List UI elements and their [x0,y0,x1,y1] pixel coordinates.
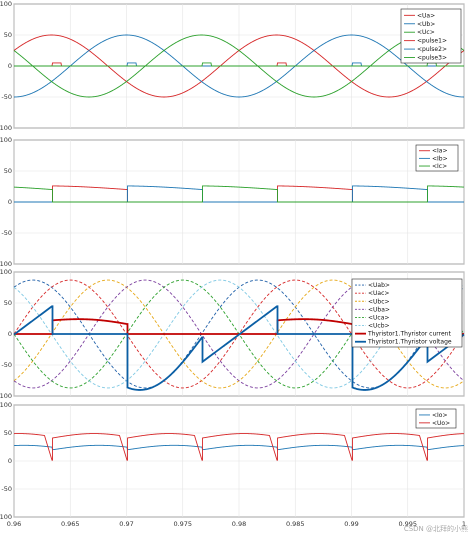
legend-label: <Ub> [417,21,435,28]
x-tick-label: 0.965 [61,520,80,528]
y-tick-label: 50 [4,429,12,437]
x-tick-label: 1 [462,520,466,528]
y-tick-label: -100 [0,513,12,521]
y-tick-label: 50 [4,299,12,307]
legend-label: <Uab> [368,282,390,289]
legend-label: Thyristor1.Thyristor current [367,331,451,338]
legend: <Ia><Ib><Ic> [415,144,459,172]
legend-label: <Ib> [432,155,448,162]
y-tick-label: -100 [0,392,12,400]
legend-label: Thyristor1.Thyristor voltage [367,339,452,346]
y-tick-label: 100 [0,0,12,8]
series-line [13,433,465,461]
series-line [13,305,465,391]
legend-label: <Ucb> [368,323,390,330]
series-line [13,185,465,203]
legend-label: <Uac> [368,290,389,297]
x-tick-label: 0.995 [398,520,417,528]
y-tick-label: -50 [1,361,12,369]
scope-3: -100 -50 0 50 100 <Uab><Uac><Ubc><Uba><Uca> <U… [0,268,465,400]
legend-label: <Uc> [417,29,435,36]
series-line [14,62,464,67]
x-tick-label: 0.99 [344,520,358,528]
y-tick-label: 50 [4,167,12,175]
x-tick-label: 0.985 [286,520,305,528]
x-tick-label: 0.975 [173,520,192,528]
x-tick-label: 0.98 [232,520,246,528]
legend-label: <pulse1> [417,38,447,45]
legend-label: <Uo> [432,420,450,427]
series-line [13,279,465,389]
y-tick-label: 100 [0,401,12,409]
y-tick-label: 100 [0,268,12,276]
y-tick-label: -50 [1,93,12,101]
legend-label: <Ua> [417,12,435,19]
scope-4: -100 -50 0 50 100 <Io><Uo> 0.96 0.965 0.97 0.975 0… [0,401,466,528]
legend-label: <pulse3> [417,55,447,62]
legend: <Io><Uo> [415,408,457,429]
y-tick-label: 0 [8,457,12,465]
legend-label: <Uba> [368,306,390,313]
x-tick-label: 0.96 [7,520,21,528]
y-tick-label: 100 [0,136,12,144]
y-tick-label: -100 [0,260,12,268]
x-tick-label: 0.97 [119,520,133,528]
legend: <Uab><Uac><Ubc><Uba><Uca><Ucb>Thyristor1… [351,278,463,348]
y-tick-label: -100 [0,124,12,132]
legend-label: <Ia> [432,148,448,155]
legend-label: <Io> [432,412,448,419]
y-tick-label: 50 [4,31,12,39]
y-tick-label: -50 [1,485,12,493]
y-tick-label: 0 [8,198,12,206]
legend-label: <Ubc> [368,298,390,305]
legend-box [351,278,463,348]
series-line [13,444,465,451]
y-tick-label: 0 [8,62,12,70]
legend-box [400,8,462,64]
legend: <Ua> <Ub><Uc> <pulse1><pulse2> <pulse3> [400,8,462,64]
legend-label: <Uca> [368,314,389,321]
y-tick-label: 0 [8,330,12,338]
scope-1: -100 -50 0 50 100 <Ua> <Ub><Uc> <pulse1><pulse2… [0,0,465,132]
watermark: CSDN @北拜的小熊 [404,524,468,533]
series-line [13,34,465,98]
scope-2: -100 -50 0 50 100 <Ia><Ib><Ic> [0,136,465,268]
y-tick-label: -50 [1,229,12,237]
legend-label: <Ic> [432,163,447,170]
legend-label: <pulse2> [417,46,447,53]
